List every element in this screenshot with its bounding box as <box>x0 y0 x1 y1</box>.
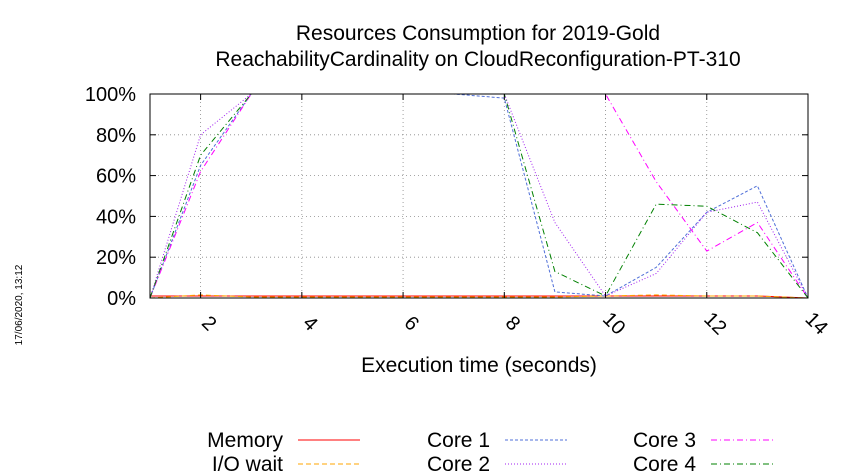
x-tick-label-5: 12 <box>699 308 730 339</box>
legend-label-i-o-wait: I/O wait <box>212 453 283 475</box>
legend-label-core-1: Core 1 <box>427 429 490 452</box>
x-tick-label-4: 10 <box>598 308 629 339</box>
plot-frame <box>149 93 809 299</box>
series-line-i-o-wait <box>149 294 809 299</box>
x-tick-label-1: 4 <box>298 312 321 335</box>
chart-title-line-2: ReachabilityCardinality on CloudReconfig… <box>215 48 740 71</box>
series-line-core-4 <box>149 93 809 299</box>
x-tick-label-0: 2 <box>197 312 220 335</box>
timestamp-label: 17/06/2020, 13:12 <box>14 264 25 345</box>
chart-title: Resources Consumption for 2019-Gold Reac… <box>215 22 740 71</box>
legend-label-core-2: Core 2 <box>427 453 490 475</box>
grid-lines <box>150 93 809 299</box>
series-line-core-2 <box>149 93 809 299</box>
y-tick-label-1: 20% <box>96 247 136 269</box>
series-lines <box>149 93 809 299</box>
y-tick-label-4: 80% <box>96 125 136 147</box>
series-line-core-3 <box>149 93 809 299</box>
y-tick-label-3: 60% <box>96 166 136 188</box>
chart-title-line-1: Resources Consumption for 2019-Gold <box>296 22 660 45</box>
legend-label-memory: Memory <box>207 429 283 452</box>
legend-label-core-3: Core 3 <box>633 429 696 452</box>
legend-label-core-4: Core 4 <box>633 453 696 475</box>
y-tick-label-5: 100% <box>85 84 136 106</box>
x-tick-label-6: 14 <box>801 308 832 339</box>
x-tick-label-3: 8 <box>501 312 524 335</box>
x-tick-label-2: 6 <box>400 312 423 335</box>
series-line-core-1 <box>149 93 809 299</box>
x-axis-label: Execution time (seconds) <box>361 354 597 377</box>
y-tick-label-2: 40% <box>96 206 136 228</box>
axis-ticks: 2 4 6 8 10 12 14 0% 20% 40% 60% 80% 100% <box>85 84 832 339</box>
y-tick-label-0: 0% <box>107 288 136 310</box>
